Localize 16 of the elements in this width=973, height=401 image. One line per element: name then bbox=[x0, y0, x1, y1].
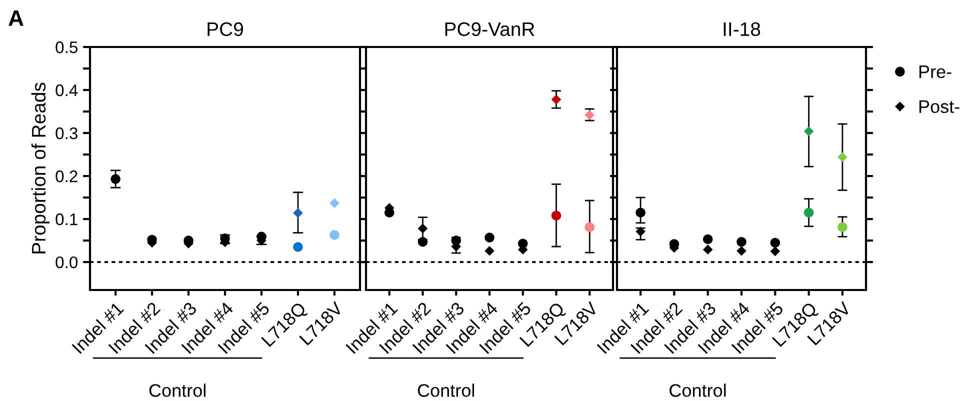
text: Control bbox=[418, 384, 474, 397]
y-tick-label: 0.5 bbox=[56, 41, 78, 54]
chart-title: PC9-VanR bbox=[445, 22, 534, 36]
y-axis-title: Proportion of Reads bbox=[31, 82, 50, 254]
legend-label: Pre- bbox=[919, 66, 952, 78]
y-tick-label: 0.3 bbox=[56, 127, 78, 140]
y-tick-label: 0.4 bbox=[56, 84, 78, 96]
chart-title: PC9 bbox=[208, 22, 243, 36]
y-tick-label: 0.2 bbox=[56, 170, 78, 182]
text: A bbox=[8, 10, 24, 26]
text: Control bbox=[149, 384, 206, 397]
legend-label: Post- bbox=[919, 100, 960, 114]
text: Control bbox=[670, 384, 726, 397]
y-tick-label: 0.0 bbox=[56, 256, 78, 268]
chart-title: II-18 bbox=[724, 22, 760, 36]
y-tick-label: 0.1 bbox=[56, 213, 78, 226]
